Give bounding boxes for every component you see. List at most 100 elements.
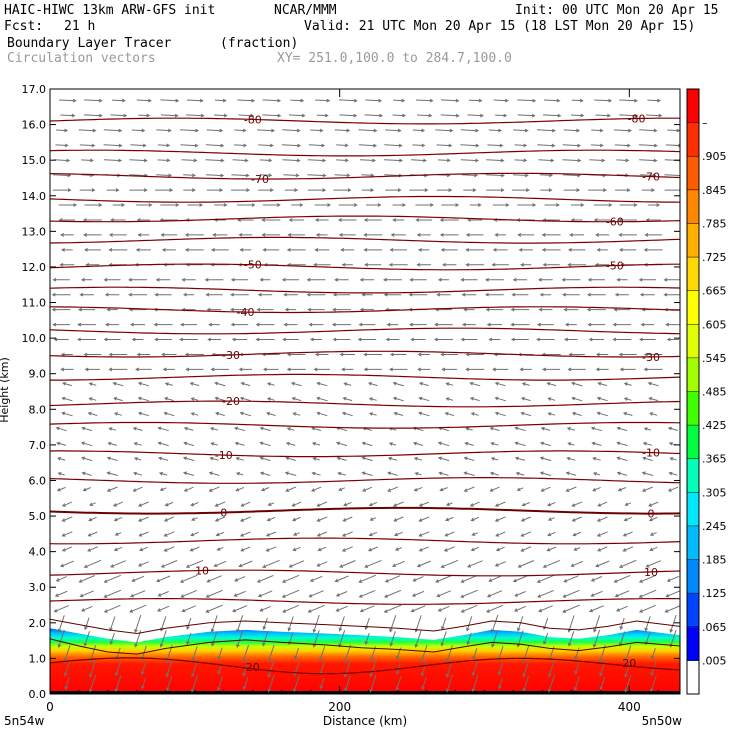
wind-vector xyxy=(369,660,377,678)
wind-vector xyxy=(80,456,93,462)
wind-vector xyxy=(488,337,501,342)
wind-vector xyxy=(261,218,281,222)
wind-vector xyxy=(189,546,200,552)
wind-vector xyxy=(536,337,555,342)
wind-vector xyxy=(567,442,575,446)
wind-vector xyxy=(383,589,402,598)
wind-vector xyxy=(442,262,457,267)
wind-vector xyxy=(665,143,680,148)
wind-vector xyxy=(358,322,376,327)
wind-vector xyxy=(517,113,536,118)
wind-vector xyxy=(619,247,637,252)
wind-vector xyxy=(80,277,93,282)
isotherm-label: -70 xyxy=(251,173,269,186)
wind-vector xyxy=(108,352,128,357)
isotherm-label: -20 xyxy=(222,395,240,408)
wind-vector xyxy=(157,441,169,447)
wind-vector xyxy=(494,411,506,417)
x-tick-label: 400 xyxy=(618,700,641,714)
wind-vector xyxy=(89,502,96,506)
wind-vector xyxy=(109,616,116,632)
wind-vector xyxy=(79,292,94,297)
wind-vector xyxy=(180,128,200,133)
wind-vector xyxy=(571,411,582,416)
wind-vector xyxy=(314,203,332,207)
wind-vector xyxy=(517,560,535,568)
wind-vector xyxy=(312,457,320,461)
wind-vector xyxy=(596,247,608,252)
wind-vector xyxy=(540,426,551,431)
wind-vector xyxy=(486,188,505,192)
wind-vector xyxy=(436,590,451,598)
wind-vector xyxy=(664,173,680,178)
wind-vector xyxy=(388,262,408,267)
wind-vector xyxy=(445,382,454,386)
wind-vector xyxy=(536,322,554,327)
wind-vector xyxy=(285,456,296,461)
colorbar-swatch xyxy=(687,122,699,157)
wind-vector xyxy=(514,143,528,148)
wind-vector xyxy=(57,615,65,633)
colorbar: .005 .065 .125 .185 .245 .305 .365 .425 .485 .545… xyxy=(686,88,727,695)
wind-vector xyxy=(392,396,404,402)
wind-vector xyxy=(640,322,655,327)
wind-vector xyxy=(183,188,196,192)
wind-vector xyxy=(368,501,378,507)
y-tick-label: 11.0 xyxy=(22,297,47,310)
wind-vector xyxy=(114,675,122,693)
wind-vector xyxy=(234,426,246,432)
wind-vector xyxy=(494,381,506,387)
y-tick-label: 1.0 xyxy=(29,652,47,665)
wind-vector xyxy=(207,337,221,342)
wind-vector xyxy=(257,590,273,598)
wind-vector xyxy=(522,659,530,678)
isotherm-label: -30 xyxy=(222,349,240,362)
wind-vector xyxy=(286,247,306,252)
model-title: HAIC-HIWC 13km ARW-GFS init xyxy=(4,3,216,18)
colorbar-label: .605 xyxy=(702,318,727,331)
wind-vector xyxy=(463,456,475,461)
wind-vector xyxy=(313,262,331,267)
wind-vector xyxy=(647,98,661,103)
wind-vector xyxy=(308,590,324,598)
wind-vector xyxy=(615,188,631,192)
wind-vector xyxy=(538,605,553,613)
wind-vector xyxy=(591,441,602,446)
wind-vector xyxy=(231,337,248,342)
wind-vector xyxy=(444,531,455,537)
wind-vector xyxy=(111,98,126,103)
wind-vector xyxy=(84,367,101,372)
wind-vector xyxy=(83,559,102,568)
wind-vector xyxy=(311,426,322,431)
wind-vector xyxy=(83,631,90,647)
wind-vector xyxy=(237,203,256,207)
wind-vector xyxy=(257,292,273,297)
wind-vector xyxy=(363,247,383,252)
wind-vector xyxy=(364,559,382,568)
colorbar-label: .665 xyxy=(702,285,727,298)
wind-vector xyxy=(318,646,326,662)
wind-vector xyxy=(359,307,374,312)
wind-vector xyxy=(486,158,505,163)
wind-vector xyxy=(213,560,227,567)
wind-vector xyxy=(156,173,173,178)
wind-vector xyxy=(536,574,555,583)
wind-vector xyxy=(643,427,652,431)
wind-vector xyxy=(234,576,246,582)
wind-vector xyxy=(258,143,274,148)
wind-vector xyxy=(230,292,249,297)
wind-vector xyxy=(538,277,553,282)
wind-vector xyxy=(163,546,175,552)
colorbar-swatch xyxy=(687,357,699,392)
wind-vector xyxy=(521,382,530,386)
wind-vector xyxy=(443,546,455,552)
wind-vector xyxy=(595,352,609,357)
wind-vector xyxy=(569,233,585,237)
wind-vector xyxy=(308,143,326,148)
wind-vector xyxy=(586,307,606,312)
wind-vector xyxy=(437,158,451,163)
wind-vector xyxy=(492,367,509,372)
wind-vector xyxy=(369,674,377,693)
wind-vector xyxy=(53,605,69,613)
wind-vector xyxy=(638,589,657,598)
